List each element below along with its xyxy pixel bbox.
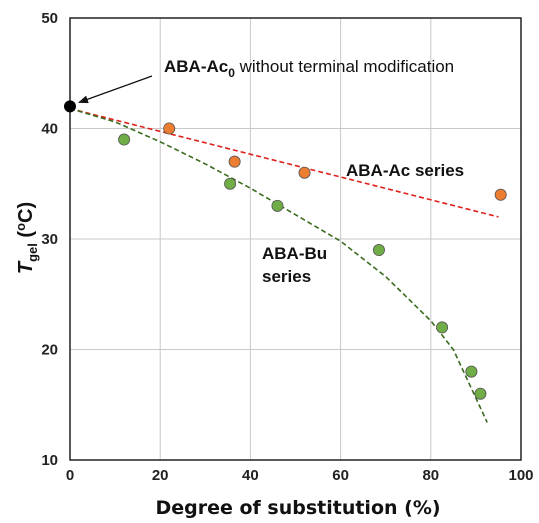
y-tick-label: 20 xyxy=(41,342,58,359)
data-point-series-1 xyxy=(466,366,477,377)
data-point-series-1 xyxy=(225,178,236,189)
series-label-aba-ac: ABA-Ac series xyxy=(346,161,464,180)
data-point-series-1 xyxy=(272,200,283,211)
data-point-series-2 xyxy=(64,101,75,112)
series-label-aba-bu-line2: series xyxy=(262,267,311,286)
trend-lines xyxy=(70,109,498,423)
y-axis-label: Tgel (oC) xyxy=(13,202,40,274)
y-label-paren: ( xyxy=(15,231,37,244)
x-tick-label: 20 xyxy=(152,467,169,484)
annotation-bold: ABA-Ac xyxy=(164,57,228,76)
y-label-sub: gel xyxy=(25,243,40,262)
data-point-series-1 xyxy=(475,388,486,399)
data-point-series-0 xyxy=(495,189,506,200)
x-tick-label: 0 xyxy=(66,467,74,484)
x-tick-label: 40 xyxy=(242,467,259,484)
y-tick-label: 50 xyxy=(41,10,58,27)
annotation-rest: without terminal modification xyxy=(235,57,454,76)
y-tick-label: 30 xyxy=(41,231,58,248)
data-point-series-1 xyxy=(436,322,447,333)
data-point-series-0 xyxy=(164,123,175,134)
y-tick-labels: 10 20 30 40 50 xyxy=(41,10,58,469)
y-tick-label: 10 xyxy=(41,452,58,469)
annotation-arrow xyxy=(79,76,152,102)
data-point-series-0 xyxy=(299,167,310,178)
data-point-series-1 xyxy=(119,134,130,145)
series-label-aba-bu-line1: ABA-Bu xyxy=(262,244,327,263)
data-point-series-0 xyxy=(229,156,240,167)
x-tick-labels: 0 20 40 60 80 100 xyxy=(66,467,534,484)
y-tick-label: 40 xyxy=(41,121,58,138)
annotation-aba-ac0: ABA-Ac0 without terminal modification xyxy=(164,57,454,80)
x-tick-label: 80 xyxy=(422,467,439,484)
x-tick-label: 60 xyxy=(332,467,349,484)
y-label-sup: o xyxy=(13,223,28,231)
gridlines xyxy=(70,18,521,460)
y-label-end: C) xyxy=(15,202,37,223)
data-point-series-1 xyxy=(373,244,384,255)
x-axis-label: Degree of substitution (%) xyxy=(155,497,440,519)
x-tick-label: 100 xyxy=(508,467,533,484)
trendline-1 xyxy=(70,109,487,423)
